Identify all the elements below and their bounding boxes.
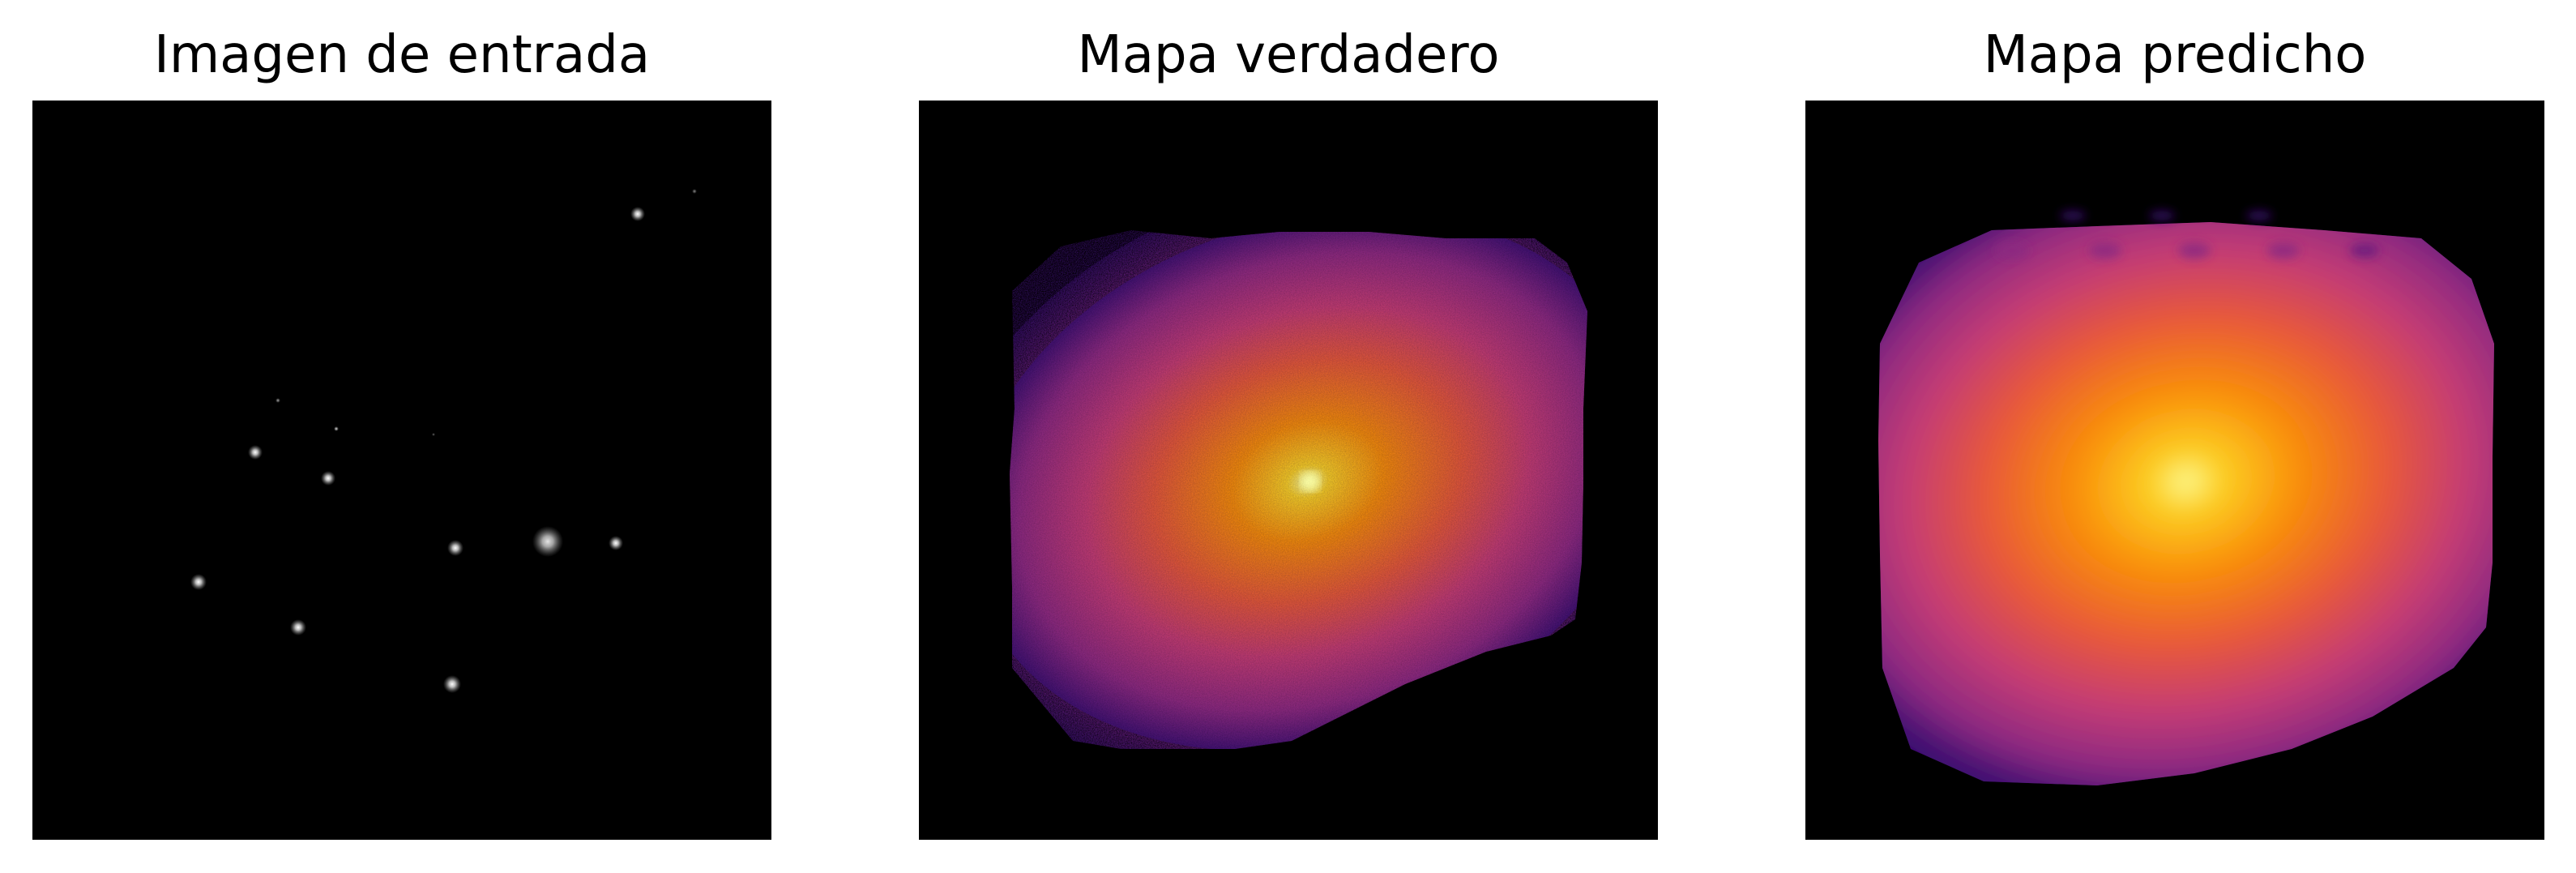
input-image <box>32 101 771 840</box>
predicted-map-blob <box>1878 222 2494 785</box>
true-map-panel <box>919 101 1658 840</box>
input-image-panel <box>32 101 771 840</box>
predicted-map-panel <box>1805 101 2544 840</box>
predicted-map-artifacts <box>1996 211 2379 259</box>
input-image-title: Imagen de entrada <box>153 25 651 85</box>
true-map-title: Mapa verdadero <box>1077 25 1500 85</box>
true-map-image <box>919 101 1658 840</box>
predicted-map-title: Mapa predicho <box>1983 25 2367 85</box>
star-sources <box>190 189 697 693</box>
predicted-map-image <box>1805 101 2544 840</box>
